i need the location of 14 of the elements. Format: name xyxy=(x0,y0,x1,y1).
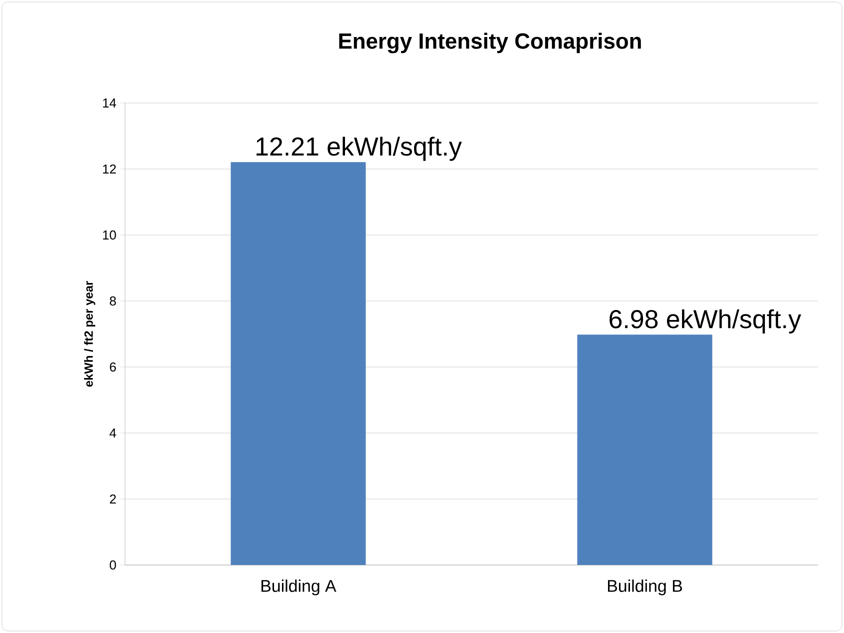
y-tick-label: 8 xyxy=(110,296,116,306)
y-axis-title: ekWh / ft2 per year xyxy=(84,281,96,387)
x-tick-label: Building B xyxy=(608,580,682,596)
data-label: 6.98 ekWh/sqft.y xyxy=(610,309,802,334)
chart-title: Energy Intensity Comaprison xyxy=(339,32,641,54)
y-tick-label: 14 xyxy=(103,98,116,108)
y-tick-label: 0 xyxy=(110,560,116,570)
y-tick-label: 4 xyxy=(110,428,116,438)
y-tick-label: 6 xyxy=(110,362,116,372)
y-tick-label: 2 xyxy=(110,494,116,504)
data-label: 12.21 ekWh/sqft.y xyxy=(256,136,462,161)
y-tick-label: 10 xyxy=(103,230,116,240)
x-tick-label: Building A xyxy=(262,580,336,596)
y-tick-label: 12 xyxy=(103,164,116,174)
